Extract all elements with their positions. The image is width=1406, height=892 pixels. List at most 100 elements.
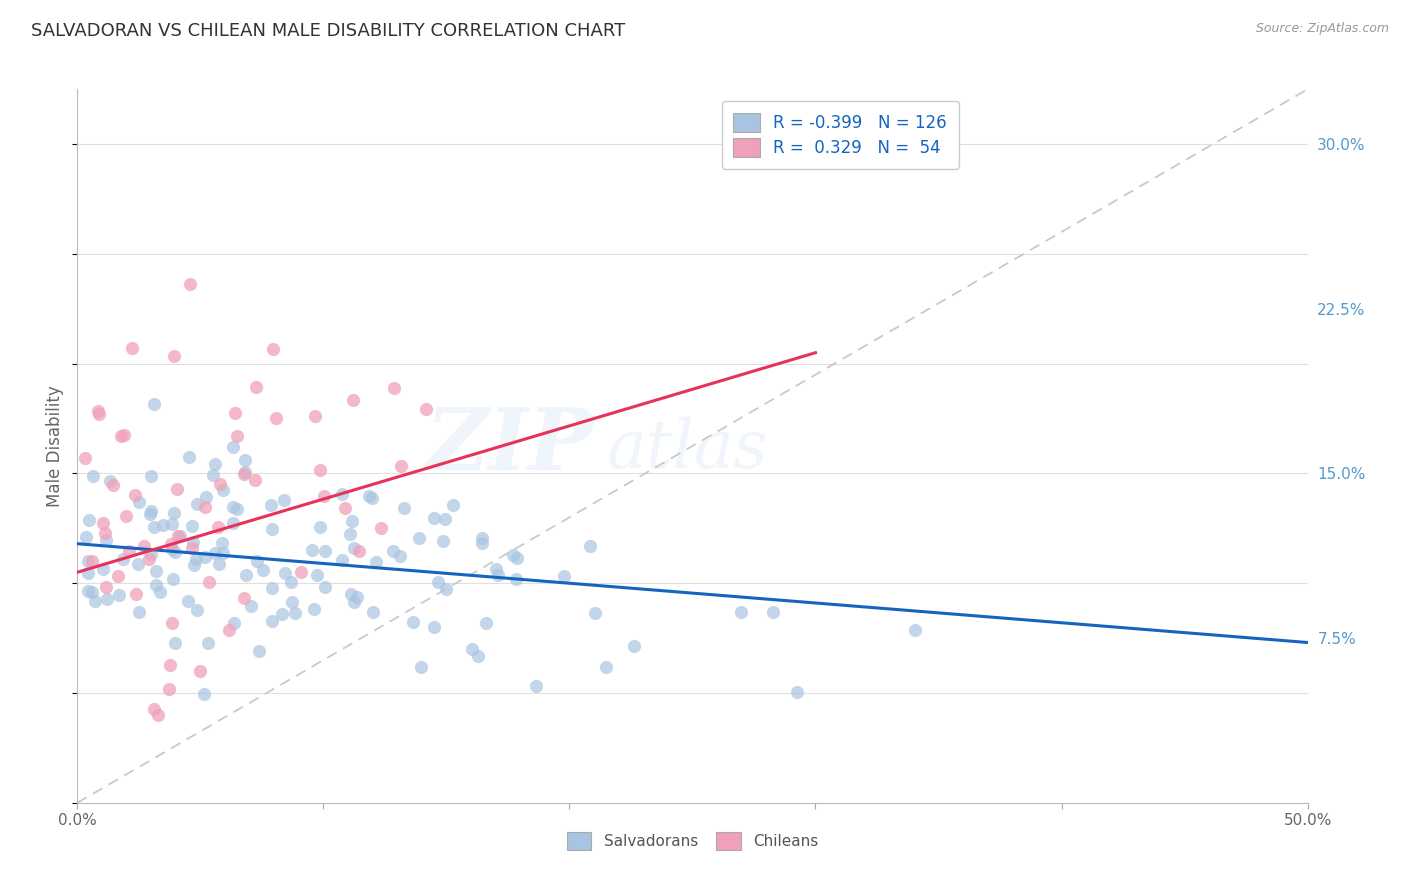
Point: [82, 469, 104, 483]
Point: [232, 467, 254, 481]
Point: [167, 529, 190, 543]
Point: [273, 566, 295, 580]
Point: [117, 544, 139, 558]
Point: [271, 607, 294, 622]
Point: [432, 533, 454, 548]
Point: [89, 407, 111, 421]
Point: [235, 568, 257, 582]
Point: [301, 543, 323, 558]
Point: [370, 521, 392, 535]
Point: [184, 552, 207, 566]
Point: [904, 623, 927, 637]
Point: [111, 552, 134, 566]
Point: [77, 566, 100, 580]
Point: [226, 501, 249, 516]
Point: [264, 411, 287, 425]
Point: [152, 517, 174, 532]
Point: [94, 525, 117, 540]
Point: [382, 381, 405, 395]
Point: [77, 513, 100, 527]
Point: [730, 605, 752, 619]
Point: [162, 572, 184, 586]
Point: [502, 548, 524, 562]
Point: [309, 520, 332, 534]
Point: [121, 341, 143, 355]
Point: [212, 546, 235, 560]
Point: [225, 429, 247, 443]
Point: [128, 605, 150, 619]
Point: [177, 594, 200, 608]
Point: [188, 665, 211, 679]
Point: [163, 349, 186, 363]
Point: [166, 482, 188, 496]
Point: [145, 578, 167, 592]
Point: [434, 582, 457, 596]
Point: [145, 565, 167, 579]
Point: [159, 657, 181, 672]
Point: [392, 500, 415, 515]
Point: [139, 504, 162, 518]
Point: [73, 450, 96, 465]
Point: [139, 469, 162, 483]
Point: [281, 595, 304, 609]
Point: [134, 539, 156, 553]
Point: [141, 547, 163, 561]
Point: [110, 428, 132, 442]
Point: [209, 477, 232, 491]
Point: [314, 489, 336, 503]
Point: [91, 516, 114, 531]
Point: [233, 453, 256, 467]
Point: [243, 473, 266, 487]
Point: [127, 557, 149, 571]
Point: [247, 644, 270, 658]
Legend: Salvadorans, Chileans: Salvadorans, Chileans: [561, 826, 824, 855]
Point: [204, 546, 226, 560]
Point: [186, 498, 208, 512]
Point: [222, 615, 245, 630]
Point: [77, 583, 100, 598]
Point: [347, 543, 370, 558]
Point: [80, 554, 103, 568]
Point: [142, 397, 165, 411]
Point: [77, 554, 100, 568]
Point: [471, 531, 494, 545]
Point: [330, 553, 353, 567]
Text: Source: ZipAtlas.com: Source: ZipAtlas.com: [1256, 22, 1389, 36]
Point: [583, 607, 606, 621]
Point: [273, 493, 295, 508]
Point: [233, 466, 256, 480]
Point: [363, 605, 385, 619]
Point: [195, 490, 218, 504]
Point: [623, 639, 645, 653]
Point: [415, 401, 437, 416]
Point: [186, 603, 208, 617]
Point: [475, 616, 498, 631]
Point: [357, 489, 380, 503]
Point: [183, 558, 205, 573]
Point: [441, 498, 464, 512]
Point: [524, 679, 547, 693]
Point: [461, 641, 484, 656]
Point: [142, 520, 165, 534]
Point: [284, 606, 307, 620]
Point: [211, 536, 233, 550]
Point: [84, 594, 107, 608]
Point: [553, 568, 575, 582]
Point: [762, 606, 785, 620]
Point: [160, 541, 183, 556]
Point: [75, 530, 97, 544]
Point: [260, 522, 283, 536]
Point: [260, 498, 283, 512]
Point: [169, 528, 191, 542]
Point: [148, 708, 170, 723]
Point: [486, 567, 509, 582]
Point: [252, 563, 274, 577]
Point: [112, 427, 135, 442]
Point: [212, 483, 235, 497]
Point: [388, 549, 411, 564]
Point: [181, 518, 204, 533]
Point: [149, 585, 172, 599]
Point: [333, 500, 356, 515]
Point: [240, 599, 263, 613]
Point: [224, 406, 246, 420]
